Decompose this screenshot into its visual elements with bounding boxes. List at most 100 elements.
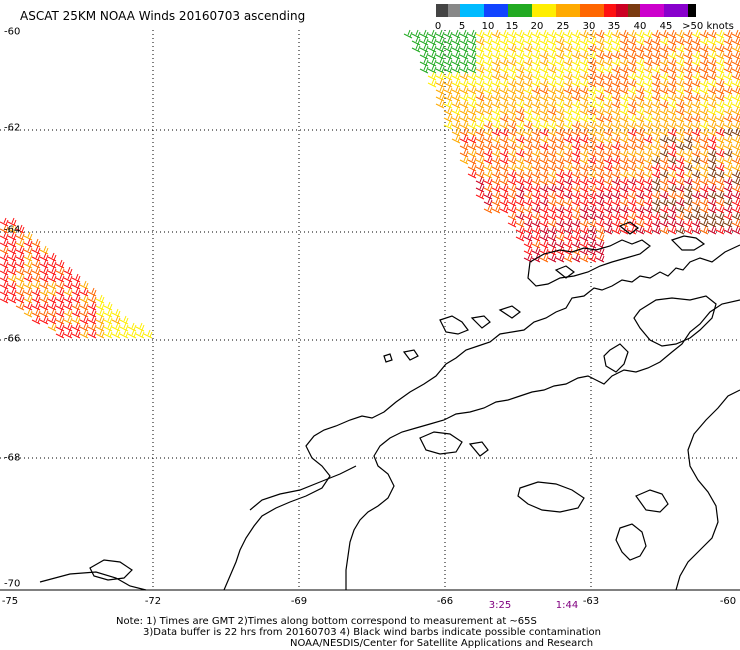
wind-barb [675,134,685,144]
wind-barb [539,120,549,130]
wind-barb [547,29,557,39]
wind-barb [579,113,589,123]
lon-label-60: -60 [719,596,737,607]
wind-barb [595,99,605,109]
wind-barb [31,308,41,318]
wind-barb [483,176,493,186]
wind-barb [507,120,517,130]
wind-barb [531,85,541,95]
wind-barb [499,120,509,130]
wind-barb [595,218,605,228]
wind-barb [55,315,65,325]
wind-barb [619,197,629,207]
wind-barb [667,99,677,109]
wind-barb [23,238,33,248]
wind-barb [635,169,645,179]
wind-barb [651,71,661,81]
wind-barb [659,36,669,46]
wind-barb [627,211,637,221]
wind-barb [507,71,517,81]
wind-barb [731,127,740,137]
wind-barb [651,169,661,179]
wind-barb [603,43,613,53]
wind-barb [555,127,565,137]
wind-barb [699,71,709,81]
wind-barb [643,155,653,165]
wind-barb [595,141,605,151]
wind-barb [523,106,533,116]
wind-barb [523,148,533,158]
wind-barb [539,36,549,46]
wind-barb [483,162,493,172]
wind-barb [515,225,525,235]
wind-barb [723,85,733,95]
wind-barb [79,329,89,339]
wind-barb [675,169,685,179]
wind-barb [55,280,65,290]
wind-barb [731,92,740,102]
legend-swatch-7 [580,4,604,17]
wind-barb [715,99,725,109]
wind-barb [483,113,493,123]
wind-barb [643,43,653,53]
wind-barb [459,78,469,88]
wind-barb [475,169,485,179]
wind-barb [579,64,589,74]
wind-barb [611,43,621,53]
wind-barb [579,141,589,151]
wind-barb [531,106,541,116]
wind-barb [651,99,661,109]
wind-barb [579,29,589,39]
wind-barb [731,57,740,67]
wind-barb [579,92,589,102]
wind-barb [111,308,121,318]
wind-barb [723,127,733,137]
wind-barb [539,57,549,67]
wind-barb [483,127,493,137]
wind-barb [483,43,493,53]
wind-barb [723,78,733,88]
wind-barb [627,183,637,193]
wind-barb [603,176,613,186]
legend-swatch-10 [628,4,640,17]
wind-barb [659,106,669,116]
wind-barb [507,99,517,109]
wind-barb [643,64,653,74]
wind-barb [7,238,17,248]
wind-barb [499,43,509,53]
wind-barb [523,43,533,53]
wind-barb [563,190,573,200]
wind-barb [699,64,709,74]
wind-barb [675,218,685,228]
wind-barb [683,197,693,207]
wind-barb [579,127,589,137]
wind-barb [675,176,685,186]
wind-barb [683,106,693,116]
wind-barb [467,78,477,88]
wind-barb [539,92,549,102]
wind-barb [515,92,525,102]
wind-barb [571,113,581,123]
wind-barb [595,57,605,67]
wind-barb [563,169,573,179]
wind-barb [491,148,501,158]
wind-barb [531,43,541,53]
wind-barb [643,50,653,60]
lon-label-66: -66 [436,596,454,607]
wind-barb [515,155,525,165]
wind-barb [619,162,629,172]
wind-barb [611,99,621,109]
wind-barb [71,322,81,332]
wind-barb [627,148,637,158]
wind-barb [507,50,517,60]
wind-barb [611,176,621,186]
wind-barb [683,141,693,151]
wind-barb [691,155,701,165]
wind-barb [595,29,605,39]
wind-barb [47,252,57,262]
wind-barb [79,308,89,318]
wind-barb [651,162,661,172]
wind-barb [619,43,629,53]
wind-barb [571,218,581,228]
wind-barb [715,71,725,81]
